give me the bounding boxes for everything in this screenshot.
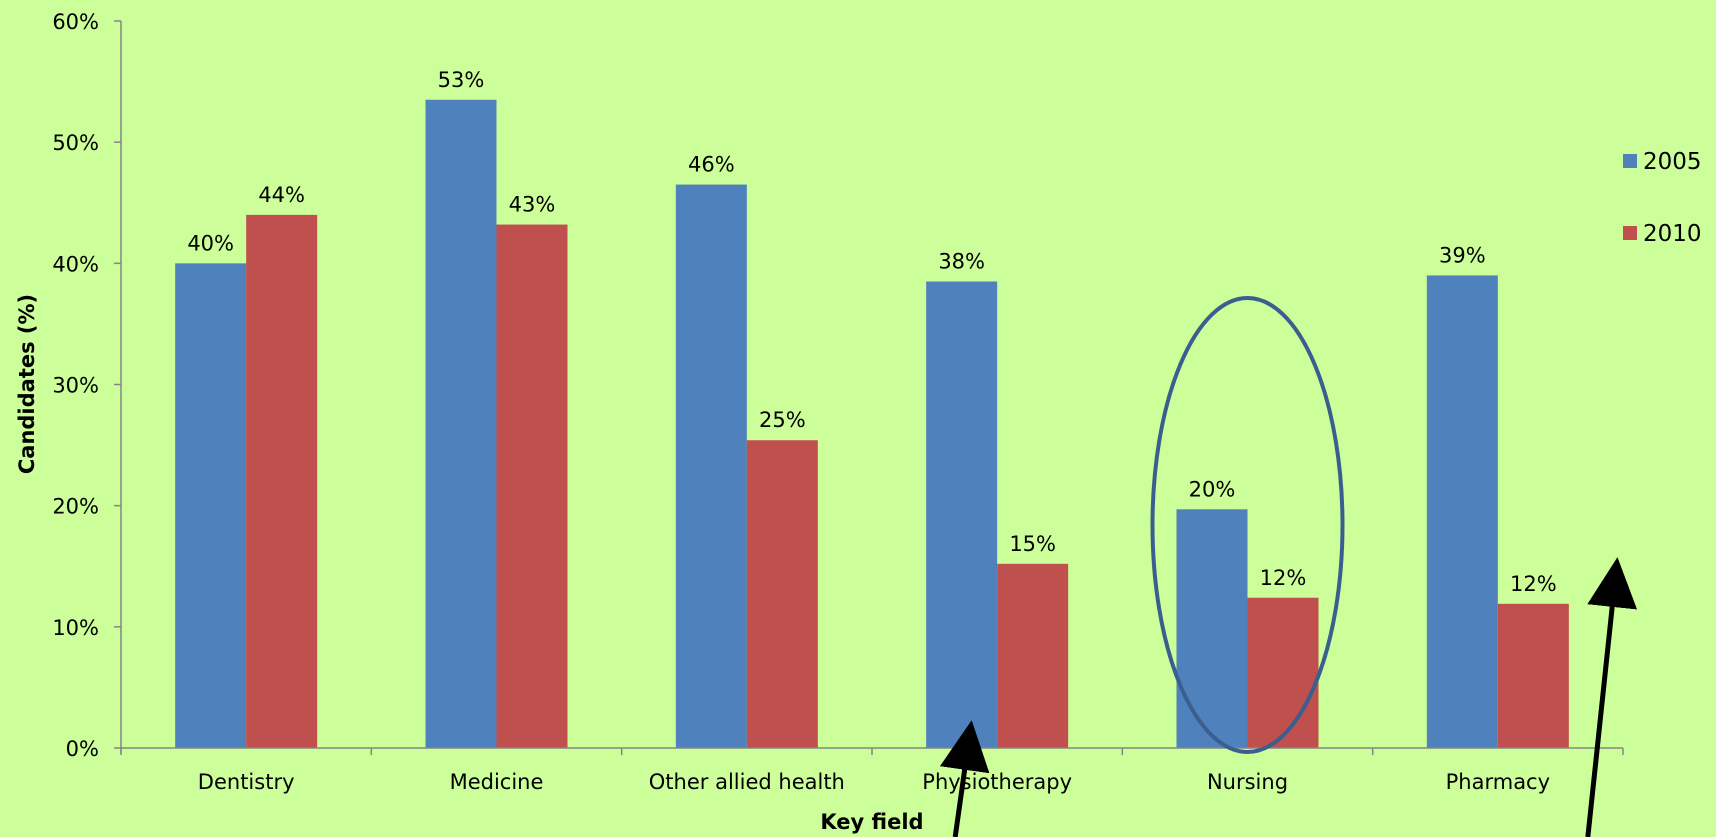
bar-2005-other-allied-health bbox=[675, 184, 747, 748]
bar-2010-pharmacy bbox=[1497, 603, 1569, 748]
data-label: 39% bbox=[1439, 243, 1486, 267]
category-label: Nursing bbox=[1207, 770, 1288, 794]
annotation-arrow bbox=[1585, 557, 1638, 837]
y-tick-label: 20% bbox=[52, 495, 99, 519]
y-tick-label: 0% bbox=[66, 737, 99, 761]
bar-2010-physiotherapy bbox=[997, 563, 1069, 748]
data-label: 20% bbox=[1189, 477, 1236, 501]
bar-2005-medicine bbox=[425, 99, 497, 749]
data-label: 38% bbox=[938, 250, 985, 274]
legend-swatch-2005 bbox=[1623, 154, 1637, 168]
legend-label-2010: 2010 bbox=[1643, 221, 1702, 247]
category-label: Pharmacy bbox=[1446, 770, 1550, 794]
bar-2005-dentistry bbox=[175, 263, 247, 748]
category-label: Medicine bbox=[450, 770, 544, 794]
category-label: Other allied health bbox=[649, 770, 845, 794]
y-tick-label: 40% bbox=[52, 252, 99, 276]
x-axis-title: Key field bbox=[820, 810, 923, 834]
y-tick-label: 30% bbox=[52, 374, 99, 398]
bar-2010-medicine bbox=[496, 224, 568, 748]
data-label: 40% bbox=[187, 231, 234, 255]
y-axis-title: Candidates (%) bbox=[15, 294, 39, 474]
y-tick-label: 60% bbox=[52, 10, 99, 34]
highlight-ellipse bbox=[1150, 296, 1345, 754]
bar-2005-pharmacy bbox=[1426, 275, 1498, 748]
bar-2010-other-allied-health bbox=[746, 440, 818, 748]
data-label: 43% bbox=[509, 193, 556, 217]
legend-swatch-2010 bbox=[1623, 226, 1637, 240]
y-tick-label: 50% bbox=[52, 131, 99, 155]
legend: 2005 2010 bbox=[1623, 149, 1702, 247]
y-tick-label: 10% bbox=[52, 616, 99, 640]
plot-area: 40% 53% 46% 38% 20% 39% 44% 43% 25% 15% 12% 12% 0% 10… bbox=[52, 10, 1624, 794]
data-label: 12% bbox=[1260, 566, 1307, 590]
category-label: Dentistry bbox=[198, 770, 295, 794]
data-label: 53% bbox=[438, 68, 485, 92]
data-label: 12% bbox=[1510, 572, 1557, 596]
bar-2005-physiotherapy bbox=[926, 281, 998, 748]
annotations bbox=[939, 296, 1638, 837]
data-label: 46% bbox=[688, 153, 735, 177]
data-label: 44% bbox=[258, 183, 305, 207]
data-label: 25% bbox=[759, 408, 806, 432]
data-label: 15% bbox=[1009, 532, 1056, 556]
bar-2010-dentistry bbox=[246, 214, 318, 748]
bar-2005-nursing bbox=[1176, 509, 1248, 748]
category-label: Physiotherapy bbox=[922, 770, 1072, 794]
bar-2010-nursing bbox=[1247, 597, 1319, 748]
annotation-arrow bbox=[939, 720, 990, 837]
legend-label-2005: 2005 bbox=[1643, 149, 1702, 175]
